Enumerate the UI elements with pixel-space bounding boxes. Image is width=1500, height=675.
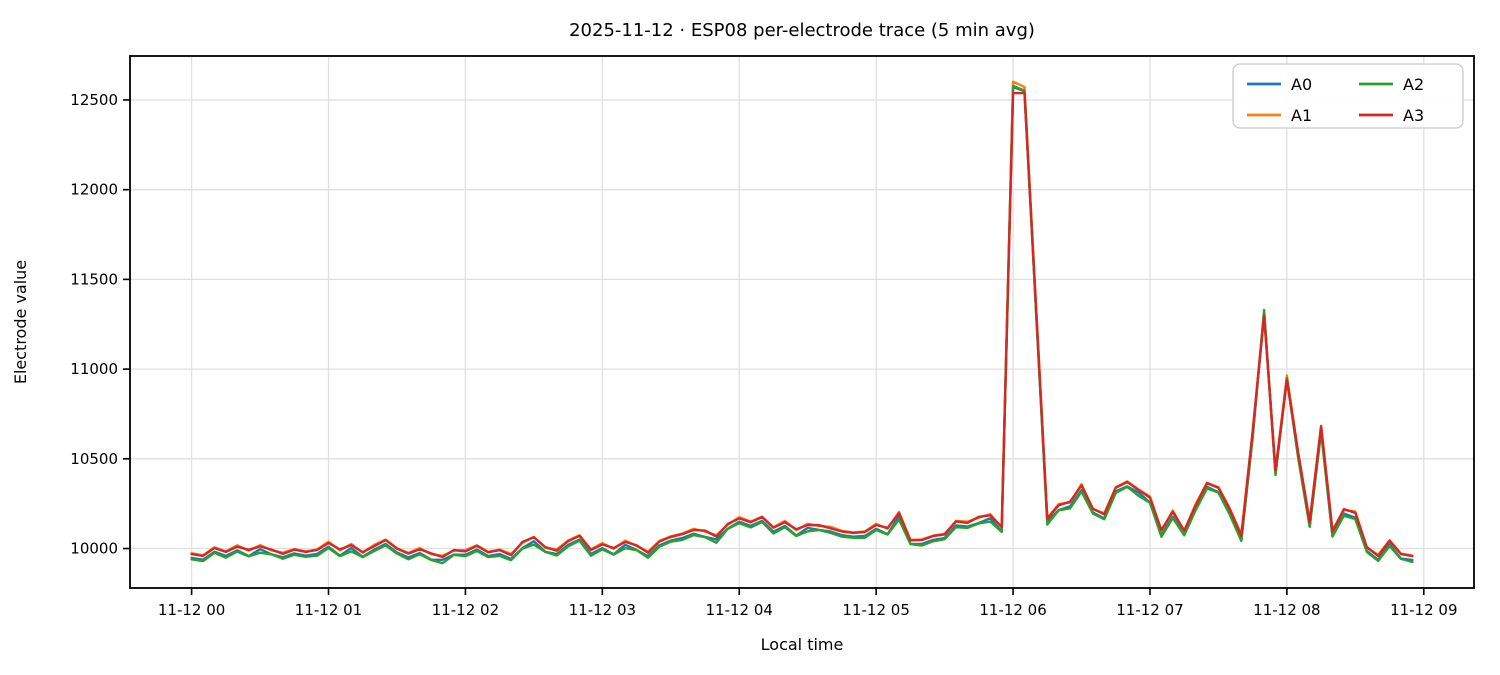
trace-lines: [190, 80, 1414, 565]
y-tick-label: 12000: [70, 181, 118, 199]
chart-title: 2025-11-12 · ESP08 per-electrode trace (…: [569, 20, 1035, 41]
y-axis-ticks: 10000 10500 11000 11500 12000 12500: [70, 91, 130, 558]
y-tick-label: 10500: [70, 450, 118, 468]
x-tick-label: 11-12 07: [1116, 601, 1183, 619]
legend-label-a2: A2: [1403, 75, 1424, 94]
plot-border: [129, 55, 1475, 589]
trace-a3: [190, 91, 1414, 559]
y-axis-label: Electrode value: [11, 260, 30, 384]
x-axis-label: Local time: [761, 635, 844, 654]
x-tick-label: 11-12 04: [706, 601, 773, 619]
trace-a2: [190, 84, 1414, 565]
x-tick-label: 11-12 05: [842, 601, 909, 619]
legend-label-a0: A0: [1291, 75, 1312, 94]
x-tick-label: 11-12 09: [1390, 601, 1457, 619]
y-tick-label: 12500: [70, 91, 118, 109]
x-tick-label: 11-12 08: [1253, 601, 1320, 619]
x-tick-label: 11-12 02: [432, 601, 499, 619]
y-tick-label: 11500: [70, 270, 118, 288]
x-tick-label: 11-12 00: [158, 601, 225, 619]
y-tick-label: 10000: [70, 540, 118, 558]
legend-label-a1: A1: [1291, 106, 1312, 125]
x-tick-label: 11-12 06: [979, 601, 1046, 619]
legend-box: [1232, 63, 1464, 129]
x-axis-ticks: 11-12 00 11-12 01 11-12 02 11-12 03 11-12 04…: [158, 588, 1458, 619]
legend: A0 A1 A2 A3: [1232, 63, 1464, 129]
x-tick-label: 11-12 01: [295, 601, 362, 619]
legend-label-a3: A3: [1403, 106, 1424, 125]
gridlines: [130, 56, 1474, 588]
y-tick-label: 11000: [70, 360, 118, 378]
trace-a1: [190, 80, 1414, 557]
x-tick-label: 11-12 03: [569, 601, 636, 619]
trace-a0: [190, 85, 1414, 562]
